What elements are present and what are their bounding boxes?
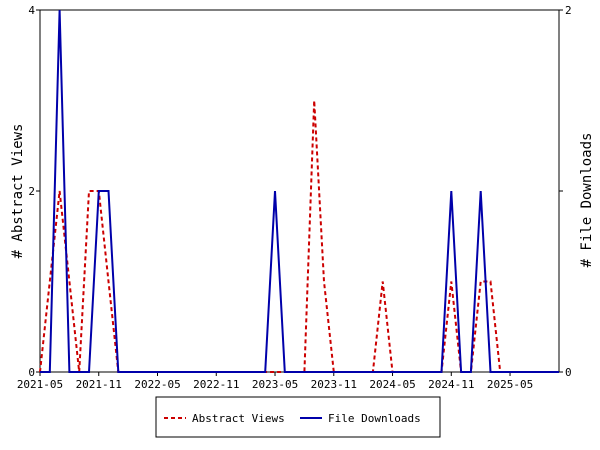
x-tick-label: 2023-11: [311, 378, 357, 391]
y-axis-right-title: # File Downloads: [579, 133, 595, 268]
series-line-file-downloads: [40, 9, 559, 373]
legend: Abstract Views File Downloads: [155, 396, 441, 438]
x-tick-label: 2025-05: [487, 378, 533, 391]
x-axis: 2021-05 2021-11 2022-05 2022-11 2023-05 2023-…: [17, 372, 533, 391]
legend-label-abstract-views: Abstract Views: [192, 412, 285, 425]
y-left-tick-label: 2: [28, 185, 35, 198]
y-axis-right: 02: [559, 4, 572, 379]
y-left-tick-label: 0: [28, 366, 35, 379]
x-tick-label: 2022-05: [134, 378, 180, 391]
y-axis-left-title: # Abstract Views: [10, 124, 26, 259]
y-right-tick-label: 2: [565, 4, 572, 17]
x-tick-label: 2024-11: [428, 378, 474, 391]
legend-box: [155, 396, 441, 438]
y-left-tick-label: 4: [28, 4, 35, 17]
x-tick-label: 2023-05: [252, 378, 298, 391]
plot-area: [39, 9, 560, 373]
legend-label-file-downloads: File Downloads: [328, 412, 421, 425]
x-tick-label: 2021-05: [17, 378, 63, 391]
x-tick-label: 2021-11: [76, 378, 122, 391]
y-axis-left: 0 2 4: [28, 4, 40, 379]
x-tick-label: 2024-05: [369, 378, 415, 391]
series-layer: [39, 9, 559, 373]
x-tick-label: 2022-11: [193, 378, 239, 391]
y-right-tick-label: 0: [565, 366, 572, 379]
